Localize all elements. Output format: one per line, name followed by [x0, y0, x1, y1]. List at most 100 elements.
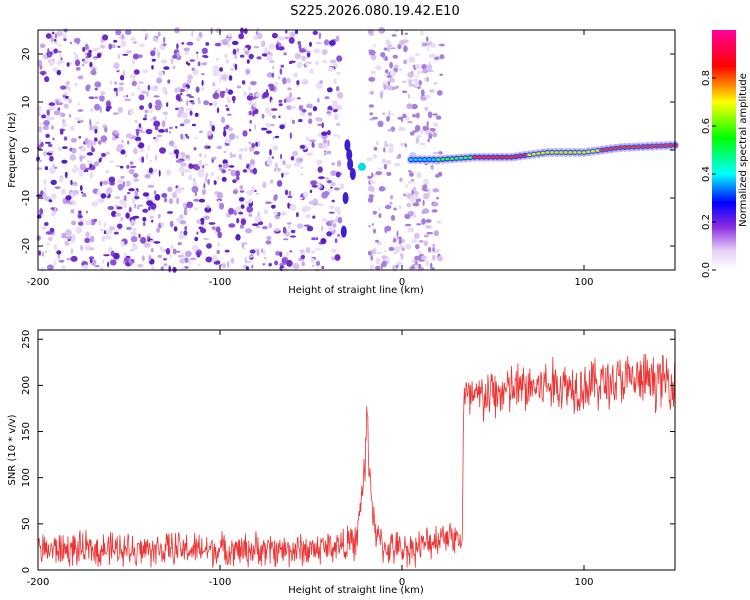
heatmap-cell [62, 146, 68, 150]
heatmap-cell [333, 187, 340, 191]
heatmap-cell [433, 82, 438, 85]
heatmap-cell [36, 235, 41, 241]
heatmap-cell [391, 34, 397, 37]
heatmap-cell [321, 131, 328, 136]
heatmap-cell [180, 253, 184, 256]
heatmap-cell [193, 208, 199, 210]
heatmap-cell [59, 177, 64, 183]
heatmap-cell [432, 132, 438, 138]
heatmap-cell [417, 69, 420, 76]
heatmap-cell [337, 233, 341, 237]
heatmap-cell [296, 212, 299, 218]
heatmap-cell [65, 95, 69, 99]
heatmap-cell [36, 167, 42, 170]
heatmap-cell [375, 265, 381, 270]
heatmap-cell [50, 193, 57, 200]
heatmap-track-core [600, 148, 605, 152]
heatmap-cell [263, 256, 267, 260]
heatmap-cell [172, 191, 177, 199]
heatmap-cell [286, 105, 292, 110]
snr-y-tick-label: 50 [21, 517, 32, 530]
heatmap-cell [160, 59, 168, 64]
heatmap-cell [133, 196, 140, 200]
heatmap-cell [43, 179, 47, 186]
heatmap-cell [408, 93, 411, 100]
heatmap-cell [41, 226, 47, 230]
heatmap-cell [381, 260, 387, 268]
heatmap-cell [94, 265, 100, 268]
heatmap-cell [40, 190, 44, 195]
heatmap-cell [100, 193, 107, 199]
heatmap-cell [428, 133, 433, 140]
heatmap-cell [283, 98, 287, 103]
heatmap-cell [326, 180, 332, 184]
heatmap-cell [142, 255, 145, 262]
heatmap-cell [435, 174, 440, 178]
heatmap-track-core [531, 152, 537, 156]
heatmap-cell [367, 197, 374, 203]
heatmap-cell [249, 119, 252, 124]
heatmap-cell [181, 171, 184, 177]
heatmap-cell [179, 258, 186, 264]
heatmap-cell [286, 77, 291, 84]
heatmap-cell [279, 251, 283, 258]
heatmap-cell [329, 40, 336, 46]
heatmap-cell [397, 236, 402, 239]
heatmap-cell [209, 120, 213, 128]
heatmap-cell [204, 176, 208, 183]
heatmap-cell [74, 59, 81, 67]
heatmap-cell [94, 161, 100, 167]
heatmap-cell [117, 183, 124, 191]
heatmap-track-core [577, 151, 582, 154]
heatmap-cell [342, 192, 349, 204]
heatmap-cell [197, 97, 200, 101]
colorbar-gradient [712, 30, 736, 270]
heatmap-cell [313, 198, 318, 204]
heatmap-cell [131, 80, 137, 87]
heatmap-cell [221, 262, 227, 269]
heatmap-cell [179, 123, 185, 127]
heatmap-cell [94, 87, 98, 91]
heatmap-cell [396, 230, 399, 237]
heatmap-track-core [650, 144, 655, 148]
heatmap-cell [185, 250, 192, 257]
heatmap-cell [157, 214, 161, 219]
heatmap-cell [155, 99, 162, 106]
heatmap-cell [100, 135, 108, 143]
heatmap-cell [347, 158, 354, 171]
heatmap-cell [235, 175, 240, 181]
heatmap-cell [282, 160, 286, 165]
heatmap-cell [426, 121, 429, 127]
heatmap-cell [425, 225, 432, 229]
heatmap-cell [85, 43, 89, 50]
heatmap-cell [254, 123, 257, 131]
heatmap-cell [336, 55, 343, 62]
heatmap-cell [86, 152, 94, 156]
heatmap-track-core [472, 155, 477, 159]
heatmap-cell [405, 243, 412, 250]
heatmap-cell [70, 209, 75, 214]
heatmap-cell [398, 68, 403, 72]
heatmap-cell [46, 109, 50, 116]
heatmap-cell [142, 216, 147, 222]
heatmap-cell [305, 206, 312, 211]
heatmap-cell [324, 187, 327, 190]
heatmap-cell [205, 256, 213, 263]
heatmap-cell [294, 52, 302, 60]
heatmap-cell [381, 158, 387, 164]
heatmap-cell [223, 126, 226, 131]
heatmap-cell [376, 141, 379, 146]
heatmap-cell [120, 241, 125, 245]
heatmap-cell [310, 257, 315, 263]
heatmap-cell [423, 234, 429, 238]
heatmap-cell [213, 100, 218, 107]
heatmap-cell [43, 151, 48, 157]
snr-y-tick-label: 0 [21, 567, 32, 573]
heatmap-cell [399, 39, 406, 46]
heatmap-cell [232, 100, 235, 104]
heatmap-cell [240, 204, 245, 209]
heatmap-cell [418, 250, 421, 254]
heatmap-cell [298, 104, 304, 111]
heatmap-track-core [586, 150, 591, 154]
heatmap-cell [178, 233, 185, 240]
